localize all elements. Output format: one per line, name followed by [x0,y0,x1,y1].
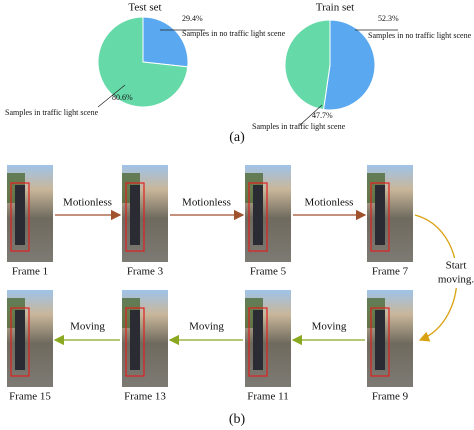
bounding-box [248,182,268,252]
pedestrian [130,185,140,245]
frame-label: Frame 9 [372,391,409,403]
value-label: 52.3% [378,14,399,23]
transition-label: Moving [312,321,347,333]
bounding-box [125,182,145,252]
frame-image [7,290,53,387]
bounding-box [248,307,268,377]
label-bg [440,258,474,288]
category-label: Samples in traffic light scene [252,122,346,131]
panel-label: (b) [229,412,246,427]
pedestrian [15,185,25,245]
transition-label: Motionless [305,197,354,209]
pedestrian [130,310,140,370]
transition-label: Motionless [182,197,231,209]
transition-label: Moving [189,321,224,333]
frame-label: Frame 11 [247,391,288,403]
frame-label: Frame 7 [372,266,409,278]
category-label: Samples in traffic light scene [5,108,99,117]
chart-title: Train set [316,2,354,14]
pedestrian [253,310,263,370]
transition-label: Motionless [63,197,112,209]
frame-image [367,290,413,387]
bounding-box [10,182,30,252]
turn-label: Start [446,260,467,272]
bounding-box [370,182,390,252]
frame-image [122,165,168,262]
value-label: 80.6% [112,93,133,102]
value-label: 29.4% [182,14,203,23]
leader-line [299,104,323,126]
frame-label: Frame 1 [12,266,48,278]
pedestrian [375,310,385,370]
pie-slice [284,19,331,111]
bounding-box [370,307,390,377]
value-label: 47.7% [312,111,333,120]
pie-slice [97,16,189,108]
frame-image [245,165,291,262]
category-label: Samples in no traffic light scene [368,31,472,40]
frame-label: Frame 15 [9,391,51,403]
frame-image [7,165,53,262]
bounding-box [125,307,145,377]
panel-label: (a) [229,130,245,145]
transition-label: Moving [70,321,105,333]
leader-line [97,84,126,108]
frame-label: Frame 3 [127,266,164,278]
frame-image [367,165,413,262]
turn-label: moving. [438,274,474,286]
category-label: Samples in no traffic light scene [182,29,286,38]
frame-image [245,290,291,387]
chart-title: Test set [128,2,161,14]
pedestrian [253,185,263,245]
frame-label: Frame 13 [124,391,166,403]
pie-slice [322,19,376,111]
pedestrian [15,310,25,370]
pedestrian [375,185,385,245]
frame-label: Frame 5 [250,266,287,278]
frame-image [122,290,168,387]
bounding-box [10,307,30,377]
pie-slice [142,16,189,68]
